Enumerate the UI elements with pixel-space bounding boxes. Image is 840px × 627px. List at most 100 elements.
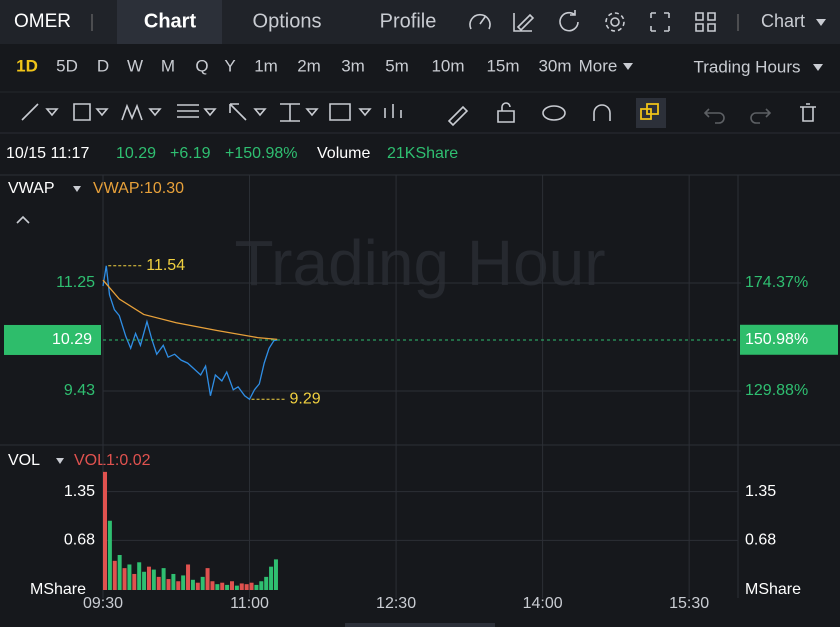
tool-magnet[interactable] bbox=[593, 104, 611, 121]
tool-candles[interactable] bbox=[384, 104, 402, 118]
timeframe-more[interactable]: More bbox=[579, 56, 618, 75]
timeframe[interactable]: 3m bbox=[341, 56, 365, 75]
timeframe[interactable]: 30m bbox=[538, 56, 571, 75]
price-line bbox=[102, 265, 278, 401]
dropdown-arrow bbox=[73, 186, 81, 192]
y2-tick-label: 129.88% bbox=[745, 382, 808, 399]
volume-bar bbox=[161, 568, 166, 590]
volume-bar bbox=[273, 559, 278, 590]
indicator-name[interactable]: VWAP bbox=[8, 180, 55, 197]
volume-bar bbox=[215, 584, 220, 590]
y-tick-label: 1.35 bbox=[64, 483, 95, 500]
volume-bar bbox=[239, 583, 244, 590]
current-pct-label: 150.98% bbox=[745, 331, 808, 348]
timeframe[interactable]: 5D bbox=[56, 56, 78, 75]
icon-edit[interactable] bbox=[513, 13, 535, 32]
chart-menu[interactable]: Chart bbox=[761, 11, 805, 31]
session-menu[interactable]: Trading Hours bbox=[693, 57, 800, 76]
y-tick-label: 1.35 bbox=[745, 483, 776, 500]
tool-fib[interactable] bbox=[177, 104, 217, 118]
volume-bar bbox=[254, 584, 259, 590]
dropdown-arrow bbox=[816, 19, 826, 26]
x-tick-label: 09:30 bbox=[83, 595, 123, 612]
watermark: Trading Hour bbox=[234, 227, 605, 299]
timeframe[interactable]: 10m bbox=[431, 56, 464, 75]
icon-grid[interactable] bbox=[695, 12, 716, 32]
volume-bar bbox=[137, 562, 142, 590]
indicator-name[interactable]: VOL bbox=[8, 452, 40, 469]
timeframe[interactable]: Q bbox=[195, 56, 208, 75]
volume-bar bbox=[210, 581, 215, 590]
volume-bar bbox=[151, 569, 156, 590]
indicator-value: VOL1:0.02 bbox=[74, 452, 151, 469]
tool-arrow[interactable] bbox=[229, 103, 267, 121]
icon-gauge[interactable] bbox=[469, 13, 491, 30]
info-volume-label: Volume bbox=[317, 145, 370, 162]
current-price-label: 10.29 bbox=[52, 331, 92, 348]
x-tick-label: 11:00 bbox=[230, 595, 269, 612]
timeframe[interactable]: 1D bbox=[16, 56, 38, 75]
annotation-label: 9.29 bbox=[290, 391, 321, 408]
y2-tick-label: 174.37% bbox=[745, 274, 808, 291]
volume-bar bbox=[122, 568, 127, 590]
tab[interactable]: Profile bbox=[380, 10, 437, 32]
y-tick-label: 0.68 bbox=[745, 532, 776, 549]
volume-bar bbox=[190, 579, 195, 590]
timeframe[interactable]: 5m bbox=[385, 56, 409, 75]
timeframe[interactable]: W bbox=[127, 56, 143, 75]
volume-bar bbox=[195, 582, 200, 590]
tool-lock[interactable] bbox=[497, 102, 515, 123]
tool-eye[interactable] bbox=[542, 105, 566, 121]
tab[interactable]: Chart bbox=[144, 10, 197, 32]
toolbar-icons bbox=[469, 10, 716, 32]
x-tick-label: 14:00 bbox=[523, 595, 563, 612]
tool-pattern[interactable] bbox=[121, 103, 162, 121]
volume-bar bbox=[117, 555, 122, 590]
icon-refresh[interactable] bbox=[559, 10, 579, 32]
tool-text[interactable] bbox=[329, 103, 372, 121]
tool-rect[interactable] bbox=[73, 103, 109, 121]
y-tick-label: 9.43 bbox=[64, 382, 95, 399]
timeframe[interactable]: Y bbox=[224, 56, 235, 75]
tool-undo[interactable] bbox=[703, 108, 725, 124]
icon-settings[interactable] bbox=[610, 17, 620, 27]
volume-bar bbox=[181, 575, 186, 590]
volume-bar bbox=[269, 566, 274, 590]
drawing-tools bbox=[21, 98, 816, 128]
timeframe[interactable]: D bbox=[97, 56, 109, 75]
tool-redo[interactable] bbox=[750, 108, 772, 124]
timeframe[interactable]: 1m bbox=[254, 56, 278, 75]
tool-pen[interactable] bbox=[447, 105, 469, 127]
scrollbar[interactable] bbox=[345, 623, 495, 627]
dropdown-arrow bbox=[56, 458, 64, 464]
timeframe[interactable]: 2m bbox=[297, 56, 321, 75]
volume-bar bbox=[171, 573, 176, 590]
volume-bar bbox=[103, 471, 107, 590]
icon-fullscreen[interactable] bbox=[650, 12, 670, 32]
tool-line[interactable] bbox=[21, 103, 59, 121]
x-tick-label: 15:30 bbox=[669, 595, 709, 612]
info-change: +6.19 bbox=[170, 145, 211, 162]
y-tick-label: 0.68 bbox=[64, 532, 95, 549]
volume-bar bbox=[230, 581, 234, 590]
tab[interactable]: Options bbox=[253, 10, 322, 32]
current-price-tag bbox=[4, 324, 101, 355]
ticker[interactable]: OMER bbox=[14, 11, 71, 32]
volume-bar bbox=[234, 585, 239, 590]
collapse-icon[interactable] bbox=[16, 215, 30, 224]
volume-bar bbox=[264, 576, 269, 590]
tool-link[interactable] bbox=[640, 103, 659, 120]
timeframe[interactable]: M bbox=[161, 56, 175, 75]
volume-bar bbox=[166, 579, 171, 590]
volume-bar bbox=[156, 576, 161, 590]
unit-label: MShare bbox=[745, 581, 801, 598]
tool-measure[interactable] bbox=[280, 103, 319, 122]
volume-bar bbox=[205, 568, 210, 590]
dropdown-arrow bbox=[623, 63, 633, 70]
volume-bar bbox=[225, 584, 230, 590]
volume-bar bbox=[259, 581, 264, 590]
timeframe[interactable]: 15m bbox=[486, 56, 519, 75]
tool-delete[interactable] bbox=[800, 103, 816, 122]
